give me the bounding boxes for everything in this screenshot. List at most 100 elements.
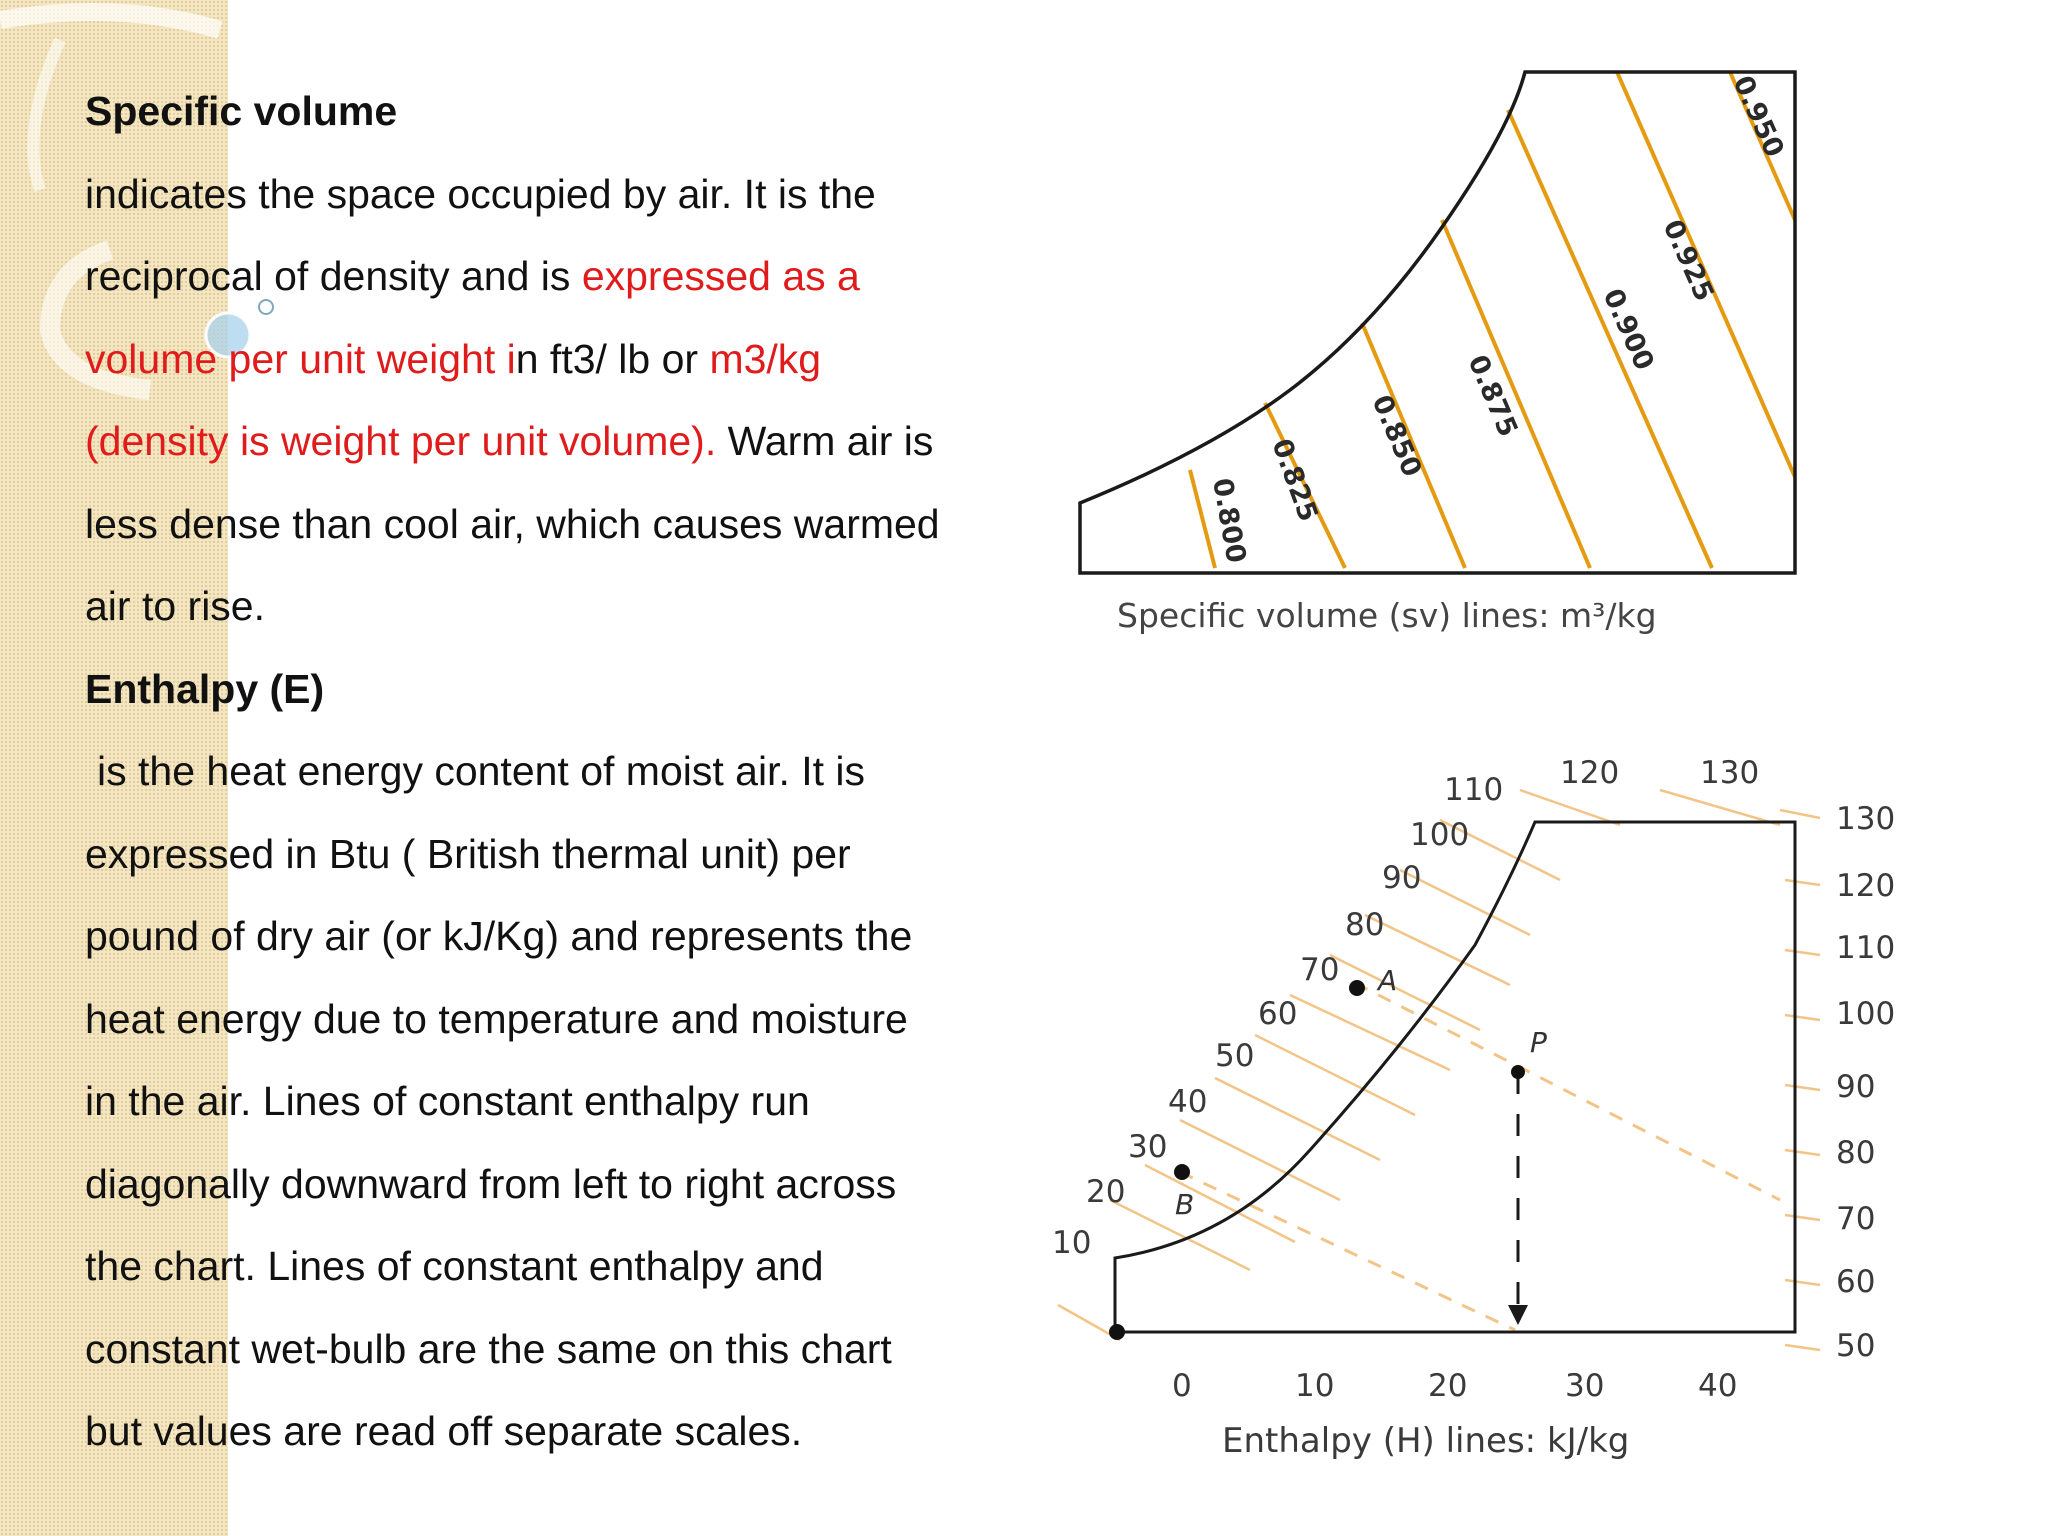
sat-label-20: 20 xyxy=(1086,1174,1125,1210)
bottom-scale-labels: 0 10 20 30 40 xyxy=(1172,1368,1737,1404)
top-scale-labels: 120 130 xyxy=(1560,755,1759,791)
bottom-label-10: 10 xyxy=(1295,1368,1334,1404)
sv-label-0875: 0.875 xyxy=(1462,351,1524,442)
sat-label-90: 90 xyxy=(1382,860,1421,896)
bubble-icon xyxy=(204,311,252,359)
sat-label-30: 30 xyxy=(1128,1129,1167,1165)
enthalpy-line-110 xyxy=(1439,818,1561,882)
decorative-rings xyxy=(0,3,274,400)
enthalpy-lines xyxy=(1057,788,1821,1352)
enthalpy-line-70 xyxy=(1289,993,1451,1072)
right-label-90: 90 xyxy=(1836,1069,1875,1105)
sv-line-5: less dense than cool air, which causes w… xyxy=(85,500,940,547)
sv-line-2: reciprocal of density and is expressed a… xyxy=(85,235,1065,318)
sat-label-110: 110 xyxy=(1444,772,1503,808)
sv-line-3-highlight: volume per unit weight i xyxy=(85,335,516,382)
bottom-label-40: 40 xyxy=(1698,1368,1737,1404)
enthalpy-line-100 xyxy=(1399,868,1531,937)
bottom-label-30: 30 xyxy=(1565,1368,1604,1404)
sv-label-0925: 0.925 xyxy=(1657,215,1720,306)
decorative-side-band xyxy=(0,0,228,1536)
enthalpy-line-80 xyxy=(1329,953,1481,1032)
sat-label-50: 50 xyxy=(1215,1038,1254,1074)
sv-line-4: (density is weight per unit volume). War… xyxy=(85,400,1065,483)
saturation-scale-labels: 10 20 30 40 50 60 70 80 90 100 110 xyxy=(1052,772,1503,1261)
sv-line-0825 xyxy=(1263,402,1347,569)
sat-label-80: 80 xyxy=(1345,907,1384,943)
enthalpy-line-130 xyxy=(1659,788,1781,827)
label-a: A xyxy=(1376,964,1397,997)
en-line-8: constant wet-bulb are the same on this c… xyxy=(85,1325,892,1372)
sat-label-10: 10 xyxy=(1052,1225,1091,1261)
point-p xyxy=(1511,1065,1525,1079)
right-label-100: 100 xyxy=(1836,996,1895,1032)
sat-label-40: 40 xyxy=(1168,1084,1207,1120)
label-p: P xyxy=(1530,1026,1547,1059)
sv-line-3-text: n ft3/ lb or xyxy=(515,335,710,382)
en-line-5: in the air. Lines of constant enthalpy r… xyxy=(85,1078,810,1124)
enthalpy-line-20 xyxy=(1109,1198,1251,1272)
sv-line-6: air to rise. xyxy=(85,583,265,629)
sat-label-100: 100 xyxy=(1410,817,1469,853)
right-scale-labels: 130 120 110 100 90 80 70 60 50 xyxy=(1836,801,1895,1364)
small-bubble-icon xyxy=(258,299,274,315)
dashed-line-a xyxy=(1354,981,1781,1202)
point-b xyxy=(1174,1164,1190,1180)
right-label-120: 120 xyxy=(1836,868,1895,904)
en-line-4: heat energy due to temperature and moist… xyxy=(85,995,908,1042)
sv-caption: Specific volume (sv) lines: m³/kg xyxy=(1117,596,1657,635)
sv-line-3-unit: m3/kg xyxy=(709,335,822,382)
sv-label-0850: 0.850 xyxy=(1366,391,1428,482)
sv-line-1: indicates the space occupied by air. It … xyxy=(85,170,876,217)
en-line-2: expressed in Btu ( British thermal unit)… xyxy=(85,830,851,877)
enthalpy-line-30 xyxy=(1144,1163,1296,1244)
top-label-120: 120 xyxy=(1560,755,1619,791)
main-text: Specific volume indicates the space occu… xyxy=(85,70,1065,1473)
right-label-60: 60 xyxy=(1836,1264,1875,1300)
sv-lines xyxy=(1188,71,1797,569)
enthalpy-diagram: A B P 10 20 30 40 50 60 70 80 90 100 110… xyxy=(1052,755,1895,1461)
enthalpy-caption: Enthalpy (H) lines: kJ/kg xyxy=(1222,1421,1629,1461)
sat-label-70: 70 xyxy=(1300,952,1339,988)
right-label-110: 110 xyxy=(1836,930,1895,966)
sv-line-0800 xyxy=(1188,469,1217,569)
enthalpy-chart-outline xyxy=(1113,820,1797,1334)
en-line-7: the chart. Lines of constant enthalpy an… xyxy=(85,1243,824,1289)
arrow-down-icon xyxy=(1508,1305,1528,1325)
sv-line-3: volume per unit weight in ft3/ lb or m3/… xyxy=(85,318,1065,401)
enthalpy-line-40 xyxy=(1179,1118,1341,1202)
right-label-50: 50 xyxy=(1836,1328,1875,1364)
sv-line-0875 xyxy=(1440,219,1592,569)
sv-chart-outline xyxy=(1078,70,1797,575)
bottom-label-0: 0 xyxy=(1172,1368,1192,1404)
enthalpy-line-90 xyxy=(1364,913,1511,987)
enthalpy-line-120 xyxy=(1519,788,1621,827)
sv-line-4-highlight: (density is weight per unit volume). xyxy=(85,418,717,464)
origin-point xyxy=(1109,1324,1125,1340)
en-line-3: pound of dry air (or kJ/Kg) and represen… xyxy=(85,913,913,959)
enthalpy-line-50 xyxy=(1214,1076,1381,1162)
label-b: B xyxy=(1175,1188,1194,1221)
sv-line-0900 xyxy=(1506,109,1714,569)
en-line-1: is the heat energy content of moist air.… xyxy=(97,748,866,794)
right-label-80: 80 xyxy=(1836,1135,1875,1171)
enthalpy-construction-lines xyxy=(1179,981,1781,1332)
sv-line-4-text: Warm air is xyxy=(716,418,934,464)
enthalpy-line-60 xyxy=(1254,1033,1416,1117)
en-line-6: diagonally downward from left to right a… xyxy=(85,1160,897,1207)
en-line-9: but values are read off separate scales. xyxy=(85,1408,803,1454)
heading-enthalpy: Enthalpy (E) xyxy=(85,665,325,712)
specific-volume-diagram: 0.800 0.825 0.850 0.875 0.900 0.925 0.95… xyxy=(1078,70,1797,635)
dashed-line-b xyxy=(1179,1170,1516,1332)
heading-specific-volume: Specific volume xyxy=(85,88,398,134)
right-label-130: 130 xyxy=(1836,801,1895,837)
sv-label-0950: 0.950 xyxy=(1727,71,1790,162)
sv-line-0950 xyxy=(1728,71,1797,221)
right-label-70: 70 xyxy=(1836,1201,1875,1237)
sv-line-labels: 0.800 0.825 0.850 0.875 0.900 0.925 0.95… xyxy=(1206,71,1790,565)
sv-line-2-highlight: expressed as a xyxy=(581,253,860,299)
sat-label-60: 60 xyxy=(1258,996,1297,1032)
top-label-130: 130 xyxy=(1700,755,1759,791)
sv-label-0825: 0.825 xyxy=(1265,435,1323,526)
point-a xyxy=(1349,980,1365,996)
